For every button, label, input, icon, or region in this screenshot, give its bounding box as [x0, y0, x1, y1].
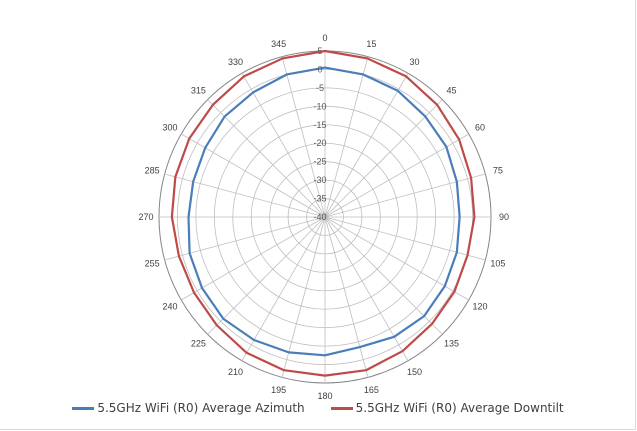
- angle-label: 105: [490, 258, 505, 268]
- legend-item-azimuth: 5.5GHz WiFi (R0) Average Azimuth: [72, 401, 305, 415]
- angle-label: 75: [493, 166, 503, 176]
- angle-label: 255: [145, 258, 160, 268]
- grid-spoke: [324, 73, 409, 218]
- angle-label: 270: [138, 212, 153, 222]
- grid-spoke: [281, 56, 326, 218]
- labels: 0 15 30 45 60 75 90 105 120 135 150 165 180 195 210 225…: [138, 33, 509, 400]
- polar-chart: 0 15 30 45 60 75 90 105 120 135 150 165 180 195 210 225…: [138, 33, 509, 400]
- grid-spoke: [324, 99, 443, 218]
- grid-spoke: [324, 216, 486, 261]
- legend-label-azimuth: 5.5GHz WiFi (R0) Average Azimuth: [97, 401, 305, 415]
- legend: 5.5GHz WiFi (R0) Average Azimuth 5.5GHz …: [0, 401, 636, 415]
- angle-label: 240: [162, 302, 177, 312]
- angle-label: 195: [271, 385, 286, 395]
- grid-spoke: [164, 216, 326, 261]
- radial-label: -10: [313, 101, 326, 111]
- grid-spoke: [181, 216, 326, 301]
- angle-label: 225: [191, 339, 206, 349]
- angle-label: 15: [366, 39, 376, 49]
- series-line-downtilt: [170, 49, 476, 377]
- grid-spoke: [241, 73, 326, 218]
- angle-label: 285: [145, 166, 160, 176]
- grid-spoke: [241, 216, 326, 361]
- radial-label: -30: [313, 175, 326, 185]
- radial-label: -35: [313, 194, 326, 204]
- grid-spoke: [324, 173, 486, 218]
- angle-label: 120: [473, 302, 488, 312]
- angle-label: 45: [447, 85, 457, 95]
- angle-label: 165: [364, 385, 379, 395]
- radial-label: 0: [317, 64, 322, 74]
- angle-label: 135: [444, 339, 459, 349]
- angle-label: 210: [228, 367, 243, 377]
- radial-label: -40: [313, 212, 326, 222]
- series-line-azimuth: [187, 66, 461, 357]
- angle-label: 90: [499, 212, 509, 222]
- radial-label: -20: [313, 138, 326, 148]
- angle-label: 150: [407, 367, 422, 377]
- legend-item-downtilt: 5.5GHz WiFi (R0) Average Downtilt: [330, 401, 564, 415]
- grid-spoke: [207, 99, 326, 218]
- grid-spoke: [164, 173, 326, 218]
- radial-label: -25: [313, 157, 326, 167]
- angle-label: 330: [228, 57, 243, 67]
- angle-label: 300: [162, 123, 177, 133]
- angle-label: 345: [271, 39, 286, 49]
- legend-swatch-azimuth: [72, 406, 95, 410]
- series-layer: [170, 49, 476, 377]
- radial-label: -5: [316, 83, 324, 93]
- angle-label: 180: [317, 391, 332, 400]
- radial-label: -15: [313, 120, 326, 130]
- legend-label-downtilt: 5.5GHz WiFi (R0) Average Downtilt: [355, 401, 564, 415]
- grid-spoke: [324, 216, 369, 378]
- grid-spoke: [324, 56, 369, 218]
- angle-label: 30: [409, 57, 419, 67]
- grid-spoke: [281, 216, 326, 378]
- grid-spoke: [324, 216, 443, 335]
- angle-label: 315: [191, 85, 206, 95]
- angle-label: 0: [322, 33, 327, 43]
- grid-spoke: [207, 216, 326, 335]
- grid-spoke: [324, 133, 469, 218]
- radial-label: 5: [317, 46, 322, 56]
- angle-label: 60: [475, 123, 485, 133]
- legend-swatch-downtilt: [330, 406, 353, 410]
